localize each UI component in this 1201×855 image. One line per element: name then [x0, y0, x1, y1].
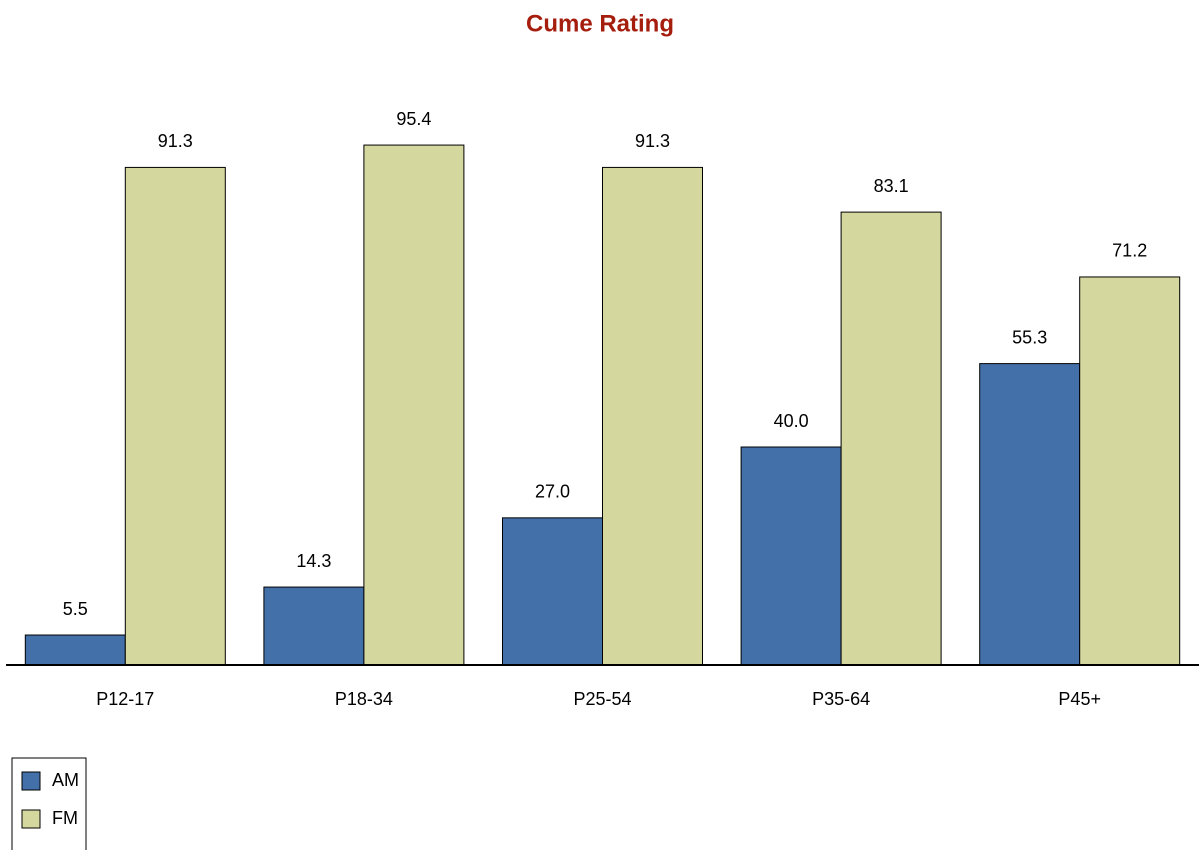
bar: [840, 211, 942, 666]
chart-title: Cume Rating: [526, 10, 674, 37]
x-tick-label: P12-17: [96, 689, 154, 709]
bar: [263, 586, 365, 666]
data-label: 83.1: [874, 176, 909, 196]
data-label: 95.4: [396, 109, 431, 129]
bar: [24, 634, 126, 666]
bar: [979, 363, 1081, 666]
x-tick-label: P18-34: [335, 689, 393, 709]
legend-swatch: [21, 809, 41, 829]
data-label: 71.2: [1112, 241, 1147, 261]
bar: [502, 517, 603, 666]
x-tick-label: P45+: [1058, 689, 1101, 709]
bar: [602, 166, 703, 666]
data-label: 5.5: [63, 599, 88, 619]
x-tick-label: P35-64: [812, 689, 870, 709]
bar: [740, 446, 842, 666]
data-label: 91.3: [635, 131, 670, 151]
data-label: 91.3: [158, 131, 193, 151]
data-label: 27.0: [535, 482, 570, 502]
bar: [363, 144, 465, 666]
bar: [124, 166, 226, 666]
legend-box: [11, 757, 87, 855]
data-label: 40.0: [774, 411, 809, 431]
data-label: 14.3: [296, 551, 331, 571]
data-label: 55.3: [1012, 327, 1047, 347]
legend-label: FM: [52, 808, 78, 828]
bar: [1079, 276, 1181, 666]
x-tick-label: P25-54: [573, 689, 631, 709]
legend-label: AM: [52, 770, 79, 790]
legend-swatch: [21, 771, 41, 791]
